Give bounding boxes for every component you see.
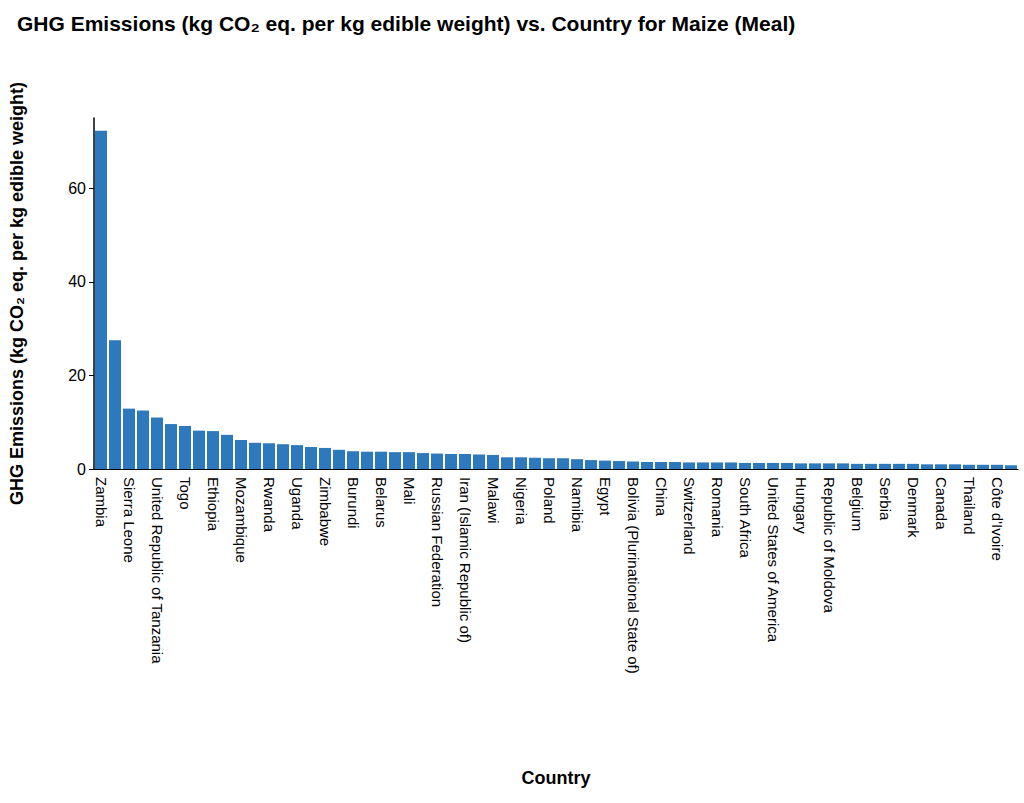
svg-text:United Republic of Tanzania: United Republic of Tanzania (149, 477, 166, 664)
svg-text:Mali: Mali (401, 477, 418, 505)
svg-text:Burundi: Burundi (345, 477, 362, 529)
svg-text:South Africa: South Africa (737, 477, 754, 559)
svg-text:Iran (Islamic Republic of): Iran (Islamic Republic of) (457, 477, 474, 643)
svg-text:Thailand: Thailand (961, 477, 978, 535)
svg-text:GHG Emissions (kg CO₂ eq. per: GHG Emissions (kg CO₂ eq. per kg edible … (17, 12, 795, 35)
svg-text:Zambia: Zambia (93, 477, 110, 528)
svg-text:Republic of Moldova: Republic of Moldova (821, 477, 838, 614)
svg-text:Malawi: Malawi (485, 477, 502, 524)
svg-text:Côte d'Ivoire: Côte d'Ivoire (989, 477, 1006, 561)
svg-text:Togo: Togo (177, 477, 194, 510)
svg-text:Sierra Leone: Sierra Leone (121, 477, 138, 563)
svg-text:GHG Emissions (kg CO₂ eq. per: GHG Emissions (kg CO₂ eq. per kg edible … (7, 82, 27, 505)
svg-text:40: 40 (68, 273, 86, 290)
svg-text:Uganda: Uganda (289, 477, 306, 530)
svg-text:Belgium: Belgium (849, 477, 866, 531)
svg-text:Rwanda: Rwanda (261, 477, 278, 533)
svg-text:Country: Country (522, 768, 591, 788)
svg-text:Russian Federation: Russian Federation (429, 477, 446, 607)
svg-text:Nigeria: Nigeria (513, 477, 530, 525)
svg-text:Namibia: Namibia (569, 477, 586, 533)
svg-text:Romania: Romania (709, 477, 726, 538)
svg-text:Denmark: Denmark (905, 477, 922, 538)
svg-text:Zimbabwe: Zimbabwe (317, 477, 334, 546)
svg-text:60: 60 (68, 180, 86, 197)
svg-text:Switzerland: Switzerland (681, 477, 698, 555)
svg-text:Mozambique: Mozambique (233, 477, 250, 563)
svg-text:Serbia: Serbia (877, 477, 894, 521)
svg-text:Egypt: Egypt (597, 477, 614, 516)
svg-text:Canada: Canada (933, 477, 950, 530)
svg-text:0: 0 (77, 461, 86, 478)
svg-text:United States of America: United States of America (765, 477, 782, 643)
svg-text:Ethiopia: Ethiopia (205, 477, 222, 532)
svg-text:Hungary: Hungary (793, 477, 810, 534)
svg-text:Belarus: Belarus (373, 477, 390, 528)
svg-text:China: China (653, 477, 670, 517)
svg-text:20: 20 (68, 367, 86, 384)
svg-text:Bolivia (Plurinational State o: Bolivia (Plurinational State of) (625, 477, 642, 674)
svg-text:Poland: Poland (541, 477, 558, 524)
